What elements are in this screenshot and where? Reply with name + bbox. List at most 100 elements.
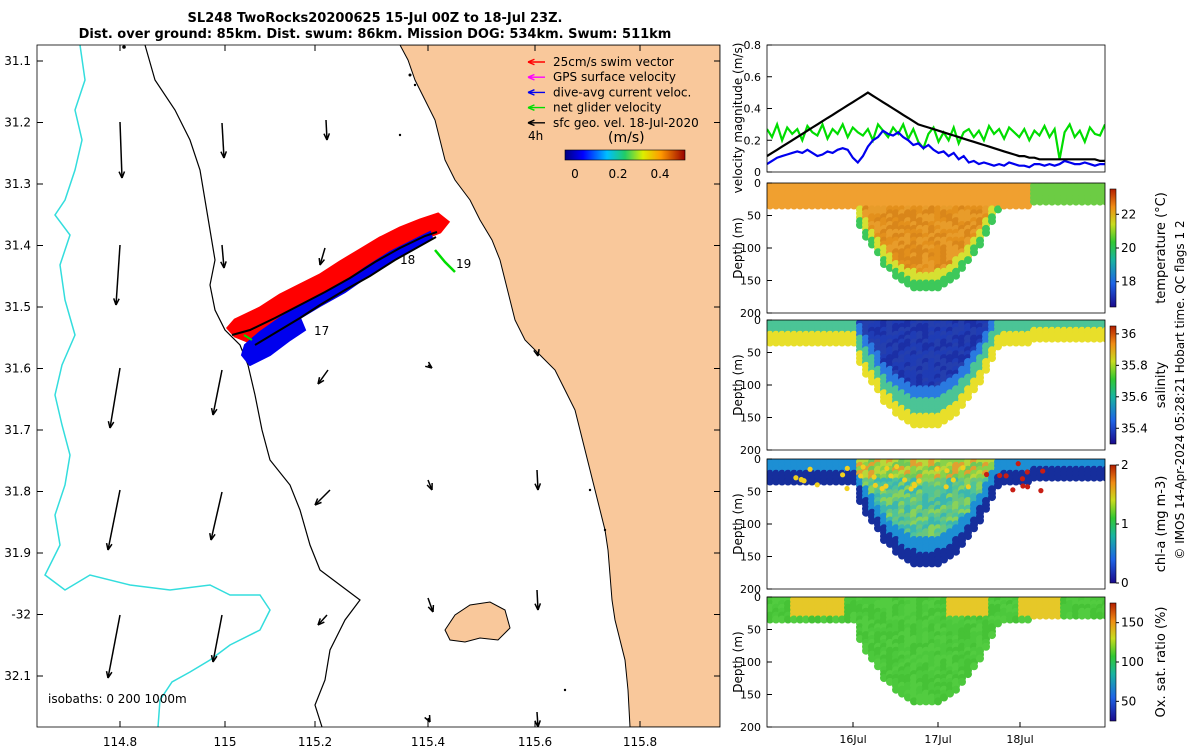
geo-velocity-arrow: [425, 361, 433, 369]
chl-high-point: [844, 465, 850, 471]
section-temperature: [767, 183, 1105, 292]
chl-high-point: [888, 473, 894, 479]
geo-velocity-arrow: [314, 489, 331, 506]
geo-velocity-arrow: [107, 367, 121, 429]
legend-arrow: [527, 104, 545, 111]
chl-high-point: [793, 475, 799, 481]
legend-arrow: [527, 89, 545, 96]
geo-velocity-arrow: [210, 614, 223, 663]
depth-tick-label: 0: [754, 314, 761, 327]
series-net-glider-velocity: [767, 121, 1105, 160]
chl-high-point: [872, 482, 878, 488]
depth-tick-label: 150: [740, 689, 761, 702]
lat-tick-label: 32.1: [4, 669, 31, 683]
chl-high-point: [934, 466, 940, 472]
chl-high-point: [911, 482, 918, 489]
geo-velocity-arrow: [317, 369, 329, 385]
net-glider-velocity-start: [243, 334, 253, 341]
coastline-inner: [144, 45, 361, 727]
geo-velocity-arrow: [317, 614, 328, 626]
lon-tick-label: 115: [214, 735, 237, 749]
depth-tick-label: 150: [740, 412, 761, 425]
time-step-label: 4h: [528, 129, 543, 143]
glider-track: [226, 212, 456, 367]
lat-tick-label: 31.7: [4, 423, 31, 437]
lat-tick-label: 31.1: [4, 54, 31, 68]
map-lon-axis: 114.8 115 115.2 115.4 115.6 115.8: [103, 45, 657, 749]
colorbar-tick-label: 50: [1121, 694, 1136, 708]
chl-high-point: [1038, 488, 1044, 494]
colorbar-tick-label: 0: [1121, 576, 1129, 590]
chl-high-point: [950, 477, 956, 483]
lon-tick-label: 115.2: [298, 735, 332, 749]
depth-axis-label: Depth (m): [731, 493, 745, 554]
depth-tick-label: 200: [740, 721, 761, 734]
time-tick-label: 16Jul: [839, 733, 866, 746]
chl-high-point: [943, 484, 949, 490]
lat-tick-label: 31.6: [4, 362, 31, 376]
section-colorbar: [1109, 188, 1117, 308]
cbar-tick-0: 0: [571, 167, 579, 181]
depth-tick-label: 50: [747, 210, 761, 223]
velocity-panel: 0 0.2 0.4 0.6 0.8 velocity magnitude (m/s): [731, 39, 1106, 193]
chl-high-point: [944, 468, 950, 474]
chl-high-point: [965, 484, 971, 490]
chart-title-line1: SL248 TwoRocks20200625 15-Jul 00Z to 18-…: [187, 11, 563, 26]
chl-high-point: [916, 478, 922, 484]
legend-arrow: [527, 58, 545, 66]
day-label-18: 18: [400, 253, 415, 267]
chl-high-point: [1010, 487, 1016, 493]
velocity-ytick-label: 0.6: [744, 71, 762, 84]
colorbar-tick-label: 2: [1121, 458, 1129, 472]
colorbar-tick-label: 36: [1121, 327, 1136, 341]
colorbar-tick-label: 22: [1121, 207, 1136, 221]
chart-title-line2: Dist. over ground: 85km. Dist. swum: 86k…: [78, 27, 672, 42]
island: [444, 601, 511, 643]
geo-velocity-arrow: [113, 244, 121, 306]
chl-high-point: [844, 485, 850, 492]
lon-tick-label: 115.8: [623, 735, 657, 749]
time-tick-label: 18Jul: [1006, 733, 1033, 746]
chl-high-point: [1003, 473, 1009, 479]
imos-watermark: © IMOS 14-Apr-2024 05:28:21 Hobart time.…: [1173, 220, 1187, 559]
geo-velocity-arrow: [209, 491, 223, 541]
geo-velocity-arrow: [105, 614, 121, 679]
geo-velocity-arrow: [318, 247, 326, 266]
section-chl-a: [767, 459, 1105, 568]
geo-velocity-arrow: [210, 369, 223, 416]
depth-axis-label: Depth (m): [731, 354, 745, 415]
colorbar-tick-label: 100: [1121, 655, 1144, 669]
lat-tick-label: 31.4: [4, 239, 31, 253]
time-tick-label: 17Jul: [924, 733, 951, 746]
chl-high-point: [883, 483, 889, 489]
map-lat-axis: 31.1 31.2 31.3 31.4 31.5 31.6 31.7 31.8 31.9 -32 3…: [4, 54, 720, 683]
colorbar-tick-label: 35.4: [1121, 421, 1148, 435]
colorbar-label: temperature (°C): [1154, 192, 1169, 304]
day-label-19: 19: [456, 257, 471, 271]
section-colorbar: [1109, 602, 1117, 722]
depth-tick-label: 100: [740, 379, 761, 392]
cbar-tick-2: 0.4: [650, 167, 669, 181]
section-colorbar: [1109, 325, 1117, 445]
geo-velocity-arrow: [323, 119, 331, 141]
colorbar-tick-label: 35.6: [1121, 390, 1148, 404]
geo-velocity-arrow: [118, 121, 126, 179]
track-line-return: [254, 236, 437, 346]
net-glider-velocity-segment: [434, 249, 456, 273]
legend-label: sfc geo. vel. 18-Jul-2020: [553, 116, 699, 130]
geo-velocity-arrow: [220, 244, 227, 269]
chl-high-point: [1024, 484, 1031, 490]
depth-axis-label: Depth (m): [731, 631, 745, 692]
geo-velocity-arrow: [105, 489, 121, 551]
chl-high-point: [960, 465, 966, 471]
depth-tick-label: 150: [740, 551, 761, 564]
lat-tick-label: -32: [11, 608, 31, 622]
isobath-1000m: [44, 45, 271, 727]
depth-tick-label: 100: [740, 656, 761, 669]
chl-high-point: [1015, 461, 1021, 467]
chl-high-point: [908, 486, 914, 492]
small-islands: [122, 45, 607, 692]
velocity-ytick-label: 0.4: [744, 103, 762, 116]
chl-high-point: [879, 486, 885, 492]
